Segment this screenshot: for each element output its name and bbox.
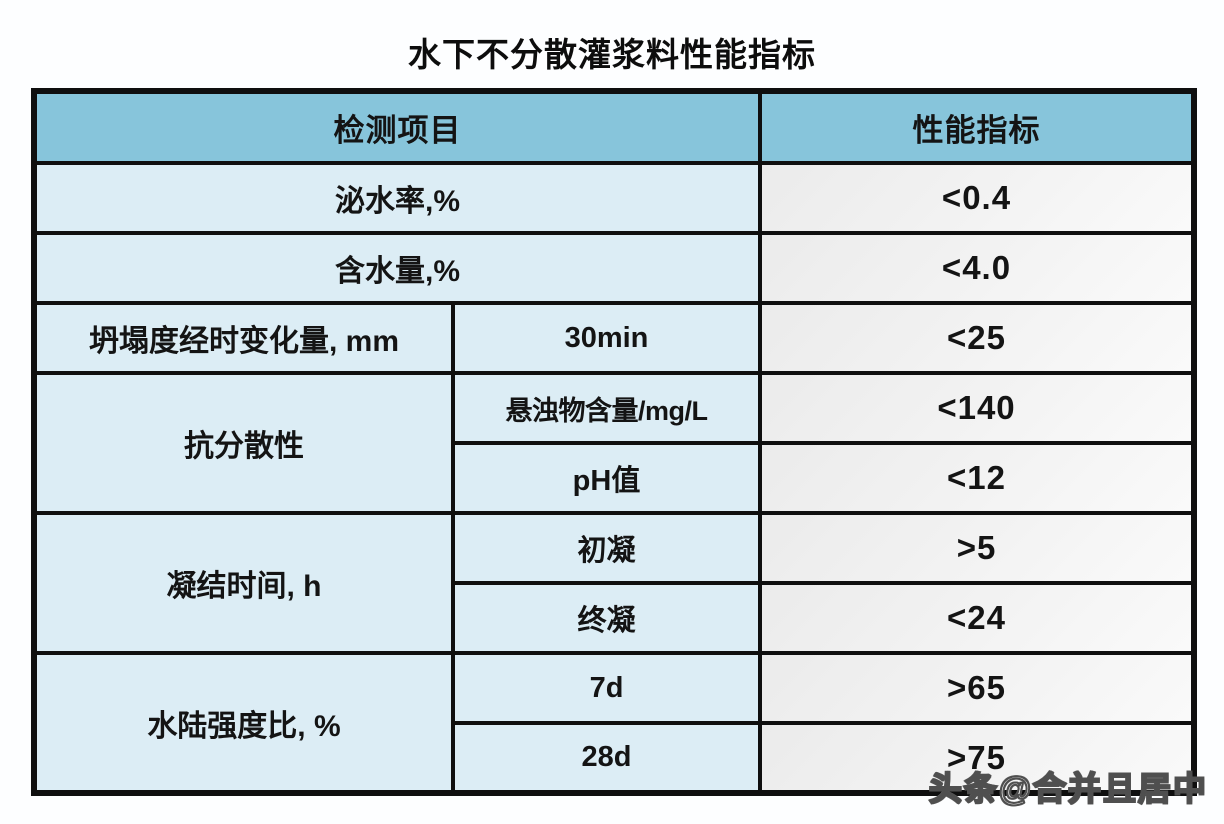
cell-strength-ratio-28d-value: >75	[758, 721, 1196, 795]
cell-anti-dispersion-label: 抗分散性	[32, 371, 455, 515]
cell-initial-setting-sub: 初凝	[451, 511, 762, 585]
cell-water-content-value: <4.0	[758, 231, 1196, 305]
table-row-strength-ratio-7d: 水陆强度比, % 7d >65	[32, 651, 1196, 795]
table-row-initial-setting: 凝结时间, h 初凝 >5	[32, 511, 1196, 655]
watermark: 头条@合并且居中	[928, 769, 1208, 808]
cell-strength-ratio-28d-sub: 28d	[451, 721, 762, 795]
cell-suspended-solids-value: <140	[758, 371, 1196, 445]
cell-ph-value-sub: pH值	[451, 441, 762, 515]
table-row-bleeding-rate: 泌水率,% <0.4	[32, 161, 1196, 235]
table-row-final-setting: 终凝 <24	[34, 581, 1196, 655]
table-row-ph-value: pH值 <12	[34, 441, 1196, 515]
cell-water-content-label: 含水量,%	[32, 231, 762, 305]
cell-setting-time-label: 凝结时间, h	[32, 511, 455, 655]
table-row-suspended-solids: 抗分散性 悬浊物含量/mg/L <140	[32, 371, 1196, 515]
cell-final-setting-value: <24	[758, 581, 1196, 655]
cell-final-setting-sub: 终凝	[451, 581, 762, 655]
table-row-slump-change: 坍塌度经时变化量, mm 30min <25	[32, 301, 1196, 375]
cell-bleeding-rate-label: 泌水率,%	[32, 161, 762, 235]
spec-table: 检测项目 性能指标 泌水率,% <0.4 含水量,% <4.0 坍塌度经时变化量…	[31, 88, 1197, 796]
page-title: 水下不分散灌浆料性能指标	[408, 36, 816, 73]
table-row-strength-ratio-28d: 28d >75	[34, 721, 1196, 795]
table-header-row: 检测项目 性能指标	[32, 89, 1196, 165]
cell-strength-ratio-7d-value: >65	[758, 651, 1196, 725]
cell-strength-ratio-label: 水陆强度比, %	[32, 651, 455, 795]
cell-strength-ratio-7d-sub: 7d	[451, 651, 762, 725]
cell-slump-change-label: 坍塌度经时变化量, mm	[32, 301, 455, 375]
cell-slump-change-sub-30min: 30min	[451, 301, 762, 375]
header-cell-performance-indicator: 性能指标	[758, 89, 1196, 165]
header-cell-test-item: 检测项目	[32, 89, 762, 165]
cell-suspended-solids-sub: 悬浊物含量/mg/L	[451, 371, 762, 445]
cell-initial-setting-value: >5	[758, 511, 1196, 585]
cell-slump-change-value: <25	[758, 301, 1196, 375]
table-row-water-content: 含水量,% <4.0	[32, 231, 1196, 305]
cell-ph-value-value: <12	[758, 441, 1196, 515]
cell-bleeding-rate-value: <0.4	[758, 161, 1196, 235]
